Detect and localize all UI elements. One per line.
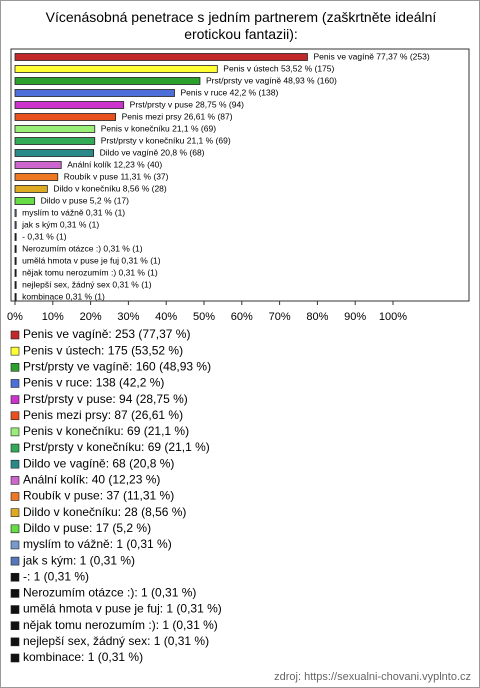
legend-swatch: [10, 346, 20, 356]
bar: [14, 65, 218, 73]
legend-label: jak s kým: 1 (0,31 %): [22, 553, 135, 567]
legend-swatch: [10, 572, 20, 582]
legend-swatch: [10, 637, 20, 647]
bar: [14, 125, 96, 133]
x-tick-label: 10%: [42, 311, 64, 323]
legend-label: Dildo v konečníku: 28 (8,56 %): [23, 505, 186, 519]
legend-label: Dildo ve vagíně: 68 (20,8 %): [23, 456, 174, 470]
bar: [14, 53, 308, 61]
x-tick-label: 50%: [193, 311, 215, 323]
bar-label: Penis v konečníku 21,1 % (69): [101, 123, 216, 133]
legend-label: Penis mezi prsy: 87 (26,61 %): [23, 408, 183, 422]
bar-label: Dildo v konečníku 8,56 % (28): [53, 183, 167, 193]
bar-label: Prst/prsty v puse 28,75 % (94): [130, 99, 244, 109]
bar: [14, 101, 125, 109]
legend-label: Penis v konečníku: 69 (21,1 %): [23, 424, 189, 438]
bar-label: Dildo v puse 5,2 % (17): [41, 195, 130, 205]
legend-swatch: [10, 524, 20, 534]
bar: [14, 197, 36, 205]
legend-label: Penis v ústech: 175 (53,52 %): [23, 343, 183, 357]
bar-label: nejlepší sex, žádný sex 0,31 % (1): [22, 279, 152, 289]
bar: [14, 269, 17, 277]
legend-label: -: 1 (0,31 %): [23, 569, 89, 583]
legend-label: Roubík v puse: 37 (11,31 %): [23, 489, 174, 503]
bar-label: Penis ve vagíně 77,37 % (253): [313, 51, 429, 61]
bar-label: Penis v ruce 42,2 % (138): [181, 87, 279, 97]
legend-swatch: [10, 379, 20, 388]
legend-swatch: [10, 540, 20, 550]
bar: [14, 233, 17, 241]
bar-label: kombinace 0,31 % (1): [22, 291, 105, 301]
bar-label: umělá hmota v puse je fuj 0,31 % (1): [22, 255, 161, 265]
legend-swatch: [10, 411, 20, 421]
bar: [14, 113, 116, 121]
bar-label: Penis mezi prsy 26,61 % (87): [122, 111, 233, 121]
bar: [14, 245, 17, 253]
bar-label: Penis v ústech 53,52 % (175): [223, 63, 334, 73]
bar: [14, 281, 17, 289]
legend-swatch: [10, 492, 20, 501]
legend-swatch: [10, 362, 20, 372]
x-tick-label: 80%: [306, 311, 328, 323]
legend-label: Anální kolík: 40 (12,23 %): [23, 473, 160, 487]
bar: [14, 89, 175, 97]
bar: [14, 293, 17, 301]
x-tick-label: 0%: [7, 311, 23, 323]
bar-label: Dildo ve vagíně 20,8 % (68): [100, 147, 205, 157]
legend-label: Dildo v puse: 17 (5,2 %): [23, 521, 151, 535]
x-tick-label: 100%: [379, 311, 407, 323]
legend-label: nějak tomu nerozumím :): 1 (0,31 %): [23, 618, 218, 632]
legend-swatch: [10, 653, 20, 663]
legend-swatch: [10, 427, 20, 437]
legend-swatch: [10, 459, 20, 469]
legend-label: Prst/prsty ve vagíně: 160 (48,93 %): [23, 359, 211, 373]
legend-swatch: [10, 621, 20, 631]
bar: [14, 209, 17, 217]
legend-label: Penis v ruce: 138 (42,2 %): [23, 376, 164, 390]
chart-title: Vícenásobná penetrace s jedním partnerem…: [45, 9, 437, 42]
x-tick-label: 30%: [117, 311, 139, 323]
legend-swatch: [10, 330, 20, 340]
legend-label: umělá hmota v puse je fuj: 1 (0,31 %): [23, 602, 222, 616]
legend-swatch: [10, 395, 20, 404]
legend-label: kombinace: 1 (0,31 %): [23, 650, 143, 664]
legend-swatch: [10, 476, 20, 485]
legend-swatch: [10, 605, 20, 614]
bar: [14, 221, 17, 229]
bar-label: Prst/prsty v konečníku 21,1 % (69): [101, 135, 231, 145]
bar-label: jak s kým 0,31 % (1): [21, 219, 99, 229]
bar: [14, 173, 59, 181]
bar: [14, 161, 62, 169]
bar: [14, 185, 48, 193]
legend-label: Penis ve vagíně: 253 (77,37 %): [23, 327, 190, 341]
bar-label: myslím to vážně 0,31 % (1): [22, 207, 125, 217]
legend-label: nejlepší sex, žádný sex: 1 (0,31 %): [23, 634, 209, 648]
x-tick-label: 20%: [80, 311, 102, 323]
legend-swatch: [10, 508, 20, 517]
legend-swatch: [10, 556, 20, 566]
x-tick-label: 70%: [269, 311, 291, 323]
bar: [14, 137, 96, 145]
x-tick-label: 60%: [231, 311, 253, 323]
bar: [14, 257, 17, 265]
bar-label: - 0,31 % (1): [22, 231, 67, 241]
legend-label: Nerozumím otázce :): 1 (0,31 %): [23, 586, 196, 600]
x-tick-label: 40%: [155, 311, 177, 323]
bar-label: Nerozumím otázce :) 0,31 % (1): [22, 243, 143, 253]
source: zdroj: https://sexualni-chovani.vyplnto.…: [274, 671, 471, 683]
bar-label: Roubík v puse 11,31 % (37): [64, 171, 169, 181]
bar: [14, 149, 95, 157]
legend-label: Prst/prsty v konečníku: 69 (21,1 %): [23, 440, 210, 454]
bar-label: Anální kolík 12,23 % (40): [67, 159, 162, 169]
legend-label: myslím to vážně: 1 (0,31 %): [23, 537, 172, 551]
bar-label: nějak tomu nerozumím :) 0,31 % (1): [22, 267, 158, 277]
legend-swatch: [10, 589, 20, 598]
bar: [14, 77, 201, 85]
legend-label: Prst/prsty v puse: 94 (28,75 %): [23, 392, 188, 406]
bar-label: Prst/prsty ve vagíně 48,93 % (160): [206, 75, 337, 85]
legend-swatch: [10, 443, 20, 453]
x-tick-label: 90%: [344, 311, 366, 323]
